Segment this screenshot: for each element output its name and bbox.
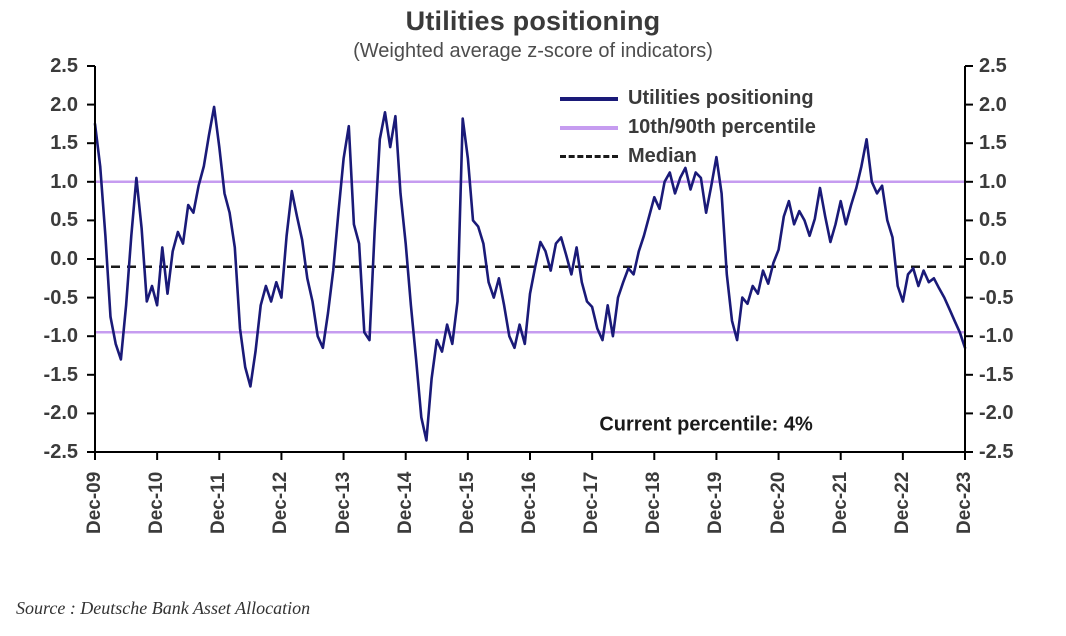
y-axis-label-right: 1.5 <box>979 132 1007 155</box>
y-axis-label-left: 0.5 <box>50 209 78 232</box>
y-axis-label-right: 2.0 <box>979 93 1007 116</box>
y-axis-label-right: -1.0 <box>979 325 1014 348</box>
chart-subtitle: (Weighted average z-score of indicators) <box>353 40 713 62</box>
legend-item-percentile: 10th/90th percentile <box>560 113 816 142</box>
y-axis-label-left: 1.5 <box>50 132 78 155</box>
current-percentile-annotation: Current percentile: 4% <box>599 413 813 436</box>
legend-label-median: Median <box>628 145 697 167</box>
legend-line-sample-utilities <box>560 96 618 101</box>
legend-item-median: Median <box>560 142 816 171</box>
x-axis-label: Dec-20 <box>767 471 789 534</box>
y-axis-label-right: 1.0 <box>979 170 1007 193</box>
plot-area <box>87 65 973 460</box>
x-axis-label: Dec-13 <box>332 471 354 534</box>
y-axis-label-right: 2.5 <box>979 55 1007 77</box>
y-axis-label-left: -1.0 <box>43 325 78 348</box>
legend-line-sample-percentile <box>560 125 618 130</box>
y-axis-label-right: -2.0 <box>979 402 1014 425</box>
x-axis-label: Dec-21 <box>829 471 851 534</box>
legend: Utilities positioning 10th/90th percenti… <box>560 84 816 171</box>
legend-item-utilities-positioning: Utilities positioning <box>560 84 816 113</box>
x-axis-label: Dec-12 <box>270 471 292 534</box>
x-axis-label: Dec-18 <box>643 471 665 534</box>
y-axis-label-right: -0.5 <box>979 286 1014 309</box>
y-axis-label-left: -0.5 <box>43 286 78 309</box>
y-axis-label-left: 2.5 <box>50 55 78 77</box>
y-axis-label-left: 0.0 <box>50 248 78 270</box>
y-axis-label-left: 1.0 <box>50 170 78 193</box>
y-axis-label-right: 0.5 <box>979 209 1007 232</box>
y-axis-label-left: -1.5 <box>43 363 78 386</box>
legend-line-sample-median <box>560 155 618 158</box>
x-axis-label: Dec-14 <box>394 471 416 534</box>
x-axis-label: Dec-10 <box>146 471 168 534</box>
y-axis-label-right: -2.5 <box>979 441 1014 463</box>
x-axis-label: Dec-17 <box>581 471 603 534</box>
y-axis-label-right: 0.0 <box>979 248 1007 270</box>
x-axis-label: Dec-16 <box>519 471 540 534</box>
x-axis-label: Dec-09 <box>84 471 105 534</box>
x-axis-label: Dec-15 <box>456 471 478 534</box>
source-note: Source : Deutsche Bank Asset Allocation <box>16 598 311 618</box>
x-axis-label: Dec-23 <box>954 471 975 534</box>
x-axis-label: Dec-11 <box>208 472 230 534</box>
x-axis-label: Dec-22 <box>891 471 913 534</box>
x-axis-label: Dec-19 <box>705 471 727 534</box>
legend-label-percentile: 10th/90th percentile <box>628 116 816 138</box>
y-axis-label-left: -2.5 <box>43 441 78 463</box>
legend-label-utilities: Utilities positioning <box>628 87 814 109</box>
chart-title: Utilities positioning <box>405 6 661 36</box>
y-axis-label-left: 2.0 <box>50 93 78 116</box>
y-axis-label-left: -2.0 <box>43 402 78 425</box>
y-axis-label-right: -1.5 <box>979 363 1014 386</box>
